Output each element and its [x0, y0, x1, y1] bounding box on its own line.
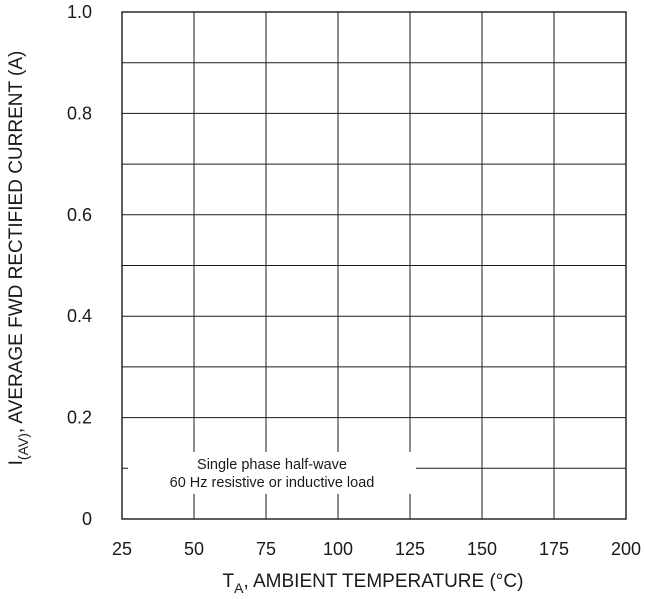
- x-axis-title-main: T: [223, 571, 235, 592]
- x-tick-label: 25: [112, 539, 132, 559]
- y-tick-label: 0.6: [67, 205, 92, 225]
- x-tick-label: 75: [256, 539, 276, 559]
- x-tick-label: 150: [467, 539, 497, 559]
- plot-frame: [121, 11, 627, 520]
- x-axis-title-rest: , AMBIENT TEMPERATURE (°C): [243, 571, 523, 592]
- y-tick-label: 0.2: [67, 408, 92, 428]
- y-tick-label: 0: [82, 509, 92, 529]
- x-tick-label: 100: [323, 539, 353, 559]
- x-axis-title-subscript: A: [234, 580, 244, 596]
- grid: [121, 11, 627, 520]
- y-tick-label: 0.8: [67, 103, 92, 123]
- x-tick-label: 50: [184, 539, 204, 559]
- y-axis-title: I(AV), AVERAGE FWD RECTIFIED CURRENT (A): [6, 51, 31, 466]
- annotation-line-2: 60 Hz resistive or inductive load: [170, 475, 375, 491]
- x-tick-label: 175: [539, 539, 569, 559]
- x-tick-label: 125: [395, 539, 425, 559]
- x-axis-title: TA, AMBIENT TEMPERATURE (°C): [223, 571, 524, 596]
- x-tick-labels: 25 50 75 100 125 150 175 200: [112, 539, 641, 559]
- y-tick-labels: 0 0.2 0.4 0.6 0.8 1.0: [67, 2, 92, 529]
- annotation-line-1: Single phase half-wave: [197, 457, 347, 473]
- annotation-background: [128, 452, 416, 494]
- y-tick-label: 1.0: [67, 2, 92, 22]
- annotation: Single phase half-wave 60 Hz resistive o…: [128, 452, 416, 494]
- y-axis-title-main: I: [6, 460, 27, 465]
- y-tick-label: 0.4: [67, 306, 92, 326]
- y-axis-title-rest: , AVERAGE FWD RECTIFIED CURRENT (A): [6, 51, 27, 434]
- y-axis-title-subscript: (AV): [15, 433, 31, 460]
- x-tick-label: 200: [611, 539, 641, 559]
